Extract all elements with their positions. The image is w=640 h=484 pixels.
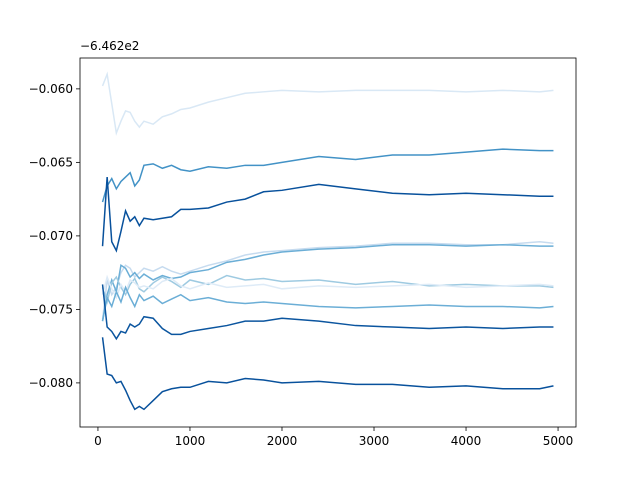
x-tick-label: 1000 [175, 434, 206, 448]
y-tick-label: −0.060 [29, 82, 73, 96]
offset-text: −6.462e2 [80, 39, 139, 53]
y-tick-label: −0.080 [29, 376, 73, 390]
series-line [101, 274, 554, 300]
series-line [101, 285, 554, 322]
x-tick-label: 5000 [543, 434, 574, 448]
x-tick-label: 2000 [267, 434, 298, 448]
series-line [101, 148, 554, 203]
series-line [101, 284, 554, 341]
series-line [101, 243, 554, 322]
series-line [101, 177, 554, 253]
series-line [101, 241, 554, 320]
y-tick-label: −0.070 [29, 229, 73, 243]
axes-frame [79, 57, 577, 428]
series-line [101, 274, 554, 305]
x-tick-label: 3000 [359, 434, 390, 448]
y-tick-label: −0.065 [29, 155, 73, 169]
series-line [101, 71, 554, 136]
series-line [101, 337, 554, 411]
y-tick-label: −0.075 [29, 302, 73, 316]
x-tick-label: 4000 [451, 434, 482, 448]
x-tick-label: 0 [94, 434, 102, 448]
